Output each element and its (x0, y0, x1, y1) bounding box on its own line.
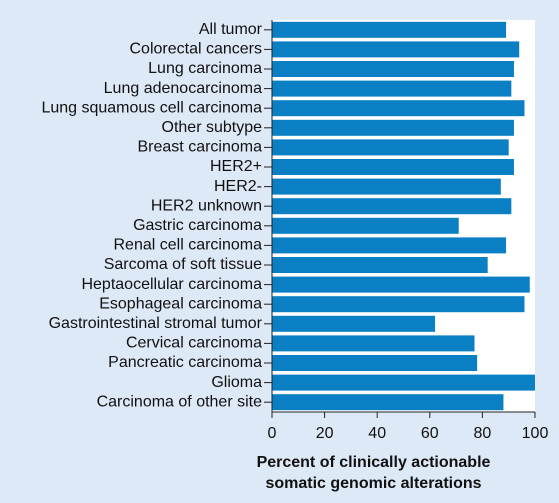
category-label: All tumor (199, 21, 263, 38)
bar (272, 41, 520, 58)
bar (272, 21, 507, 38)
x-axis-title-line: somatic genomic alterations (265, 475, 481, 492)
x-axis: 0 20 40 60 80 100 (268, 411, 549, 442)
category-label: Sarcoma of soft tissue (104, 256, 262, 273)
bar (272, 276, 530, 293)
category-label: Gastrointestinal stromal tumor (49, 315, 263, 332)
x-tick-label: 20 (316, 425, 334, 442)
x-tick-label: 80 (474, 425, 492, 442)
x-tick-label: 60 (421, 425, 439, 442)
category-label: Lung adenocarcinoma (104, 80, 262, 97)
category-label: Lung squamous cell carcinoma (41, 99, 262, 116)
bar (272, 217, 459, 234)
x-tick-label: 100 (522, 425, 549, 442)
category-label: Breast carcinoma (138, 139, 263, 156)
category-label: Renal cell carcinoma (113, 237, 262, 254)
bar (272, 100, 525, 117)
bar (272, 374, 535, 391)
bar (272, 178, 501, 195)
x-axis-title-line: Percent of clinically actionable (257, 454, 491, 471)
category-label: Esophageal carcinoma (99, 295, 262, 312)
category-label: Glioma (211, 374, 262, 391)
bar (272, 335, 475, 352)
category-label: Pancreatic carcinoma (108, 354, 262, 371)
category-label: HER2+ (210, 158, 262, 175)
bar (272, 119, 514, 136)
category-label: HER2 unknown (151, 197, 262, 214)
bar (272, 139, 509, 156)
x-axis-label: Percent of clinically actionable somatic … (257, 454, 491, 492)
y-axis: All tumor Colorectal cancers Lung carcinom… (41, 20, 273, 412)
bar (272, 80, 512, 97)
bar (272, 394, 504, 411)
category-label: Gastric carcinoma (133, 217, 262, 234)
bar (272, 355, 478, 371)
bar (272, 198, 512, 215)
bar (272, 237, 507, 254)
category-label: HER2- (214, 178, 262, 195)
bar (272, 61, 514, 77)
bar (272, 257, 488, 273)
category-label: Other subtype (162, 119, 263, 136)
x-tick-label: 0 (268, 425, 277, 442)
plot-background (272, 20, 535, 412)
category-label: Colorectal cancers (130, 41, 263, 58)
category-label: Carcinoma of other site (97, 393, 263, 410)
category-label: Lung carcinoma (148, 60, 262, 77)
category-label: Cervical carcinoma (126, 335, 262, 352)
bar (272, 159, 514, 175)
x-tick-label: 40 (368, 425, 386, 442)
plot-area (272, 20, 535, 412)
category-label: Heptaocellular carcinoma (81, 276, 262, 293)
bar (272, 296, 525, 313)
bar (272, 315, 436, 332)
bars (272, 21, 535, 411)
